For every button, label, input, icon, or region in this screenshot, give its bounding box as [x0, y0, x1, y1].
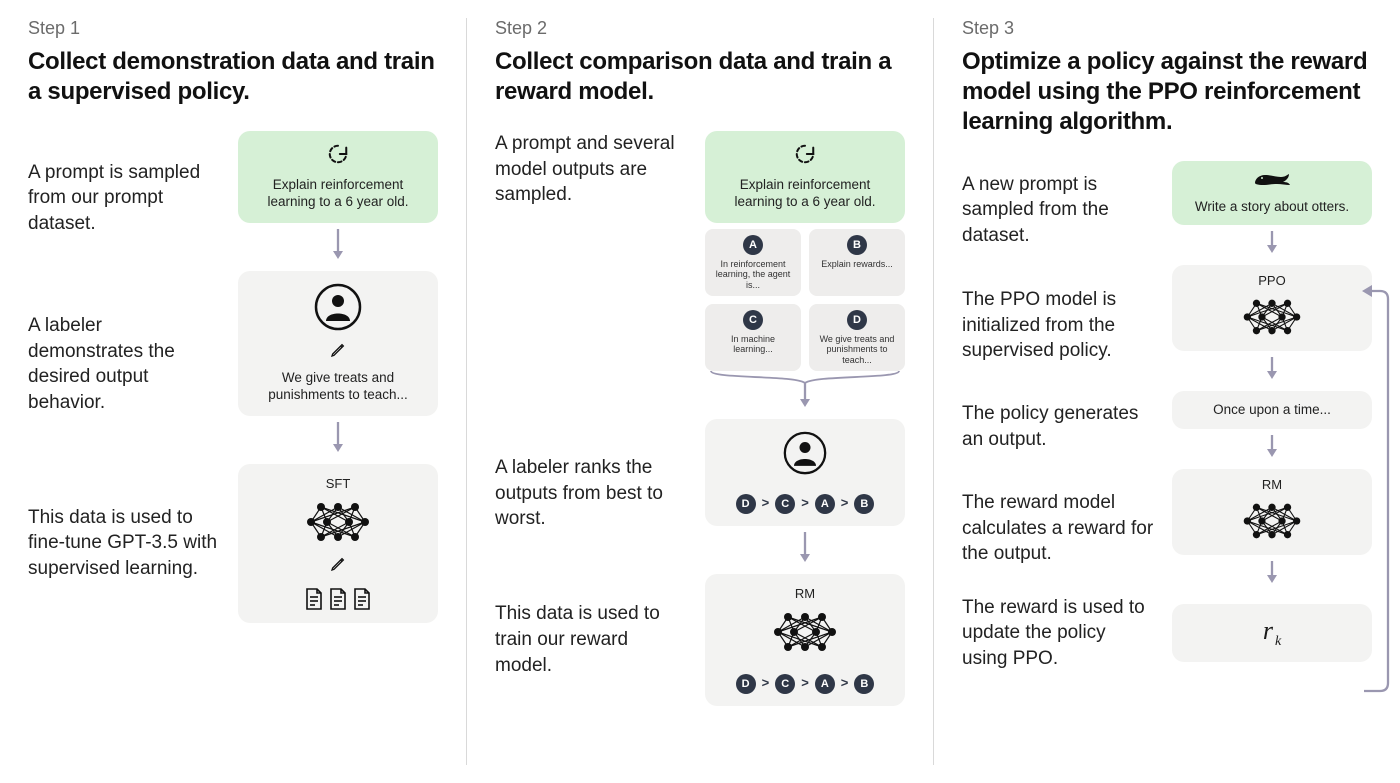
step3-row2: The PPO model is initialized from the su… [962, 265, 1372, 385]
ranking-row: D> C> A> B [736, 494, 875, 514]
rank-badge: C [775, 674, 795, 694]
arrow-down-icon [798, 530, 812, 564]
rank-badge: D [736, 494, 756, 514]
badge-d: D [847, 310, 867, 330]
arrow-down-icon [1265, 355, 1279, 381]
reward-k: k [1275, 634, 1281, 649]
documents-icon [304, 587, 372, 611]
step3-rm-card: RM [1172, 469, 1372, 555]
option-d-text: We give treats and punishments to teach.… [815, 334, 899, 365]
arrow-down-icon [1265, 433, 1279, 459]
step2-row2: A labeler ranks the outputs from best to… [495, 419, 905, 568]
step3-prompt-card: Write a story about otters. [1172, 161, 1372, 225]
option-c: C In machine learning... [705, 304, 801, 371]
arrow-down-icon [331, 420, 345, 454]
option-d: D We give treats and punishments to teac… [809, 304, 905, 371]
neural-net-icon [301, 499, 375, 550]
step3-desc3: The policy generates an output. [962, 401, 1154, 452]
step2-desc3: This data is used to train our reward mo… [495, 601, 687, 678]
step1-sft-card: SFT [238, 464, 438, 623]
step3-row4: The reward model calculates a reward for… [962, 469, 1372, 589]
step3-ppo-card: PPO [1172, 265, 1372, 351]
option-c-text: In machine learning... [711, 334, 795, 355]
step1-row2: A labeler demonstrates the desired outpu… [28, 271, 438, 458]
step1-labeler-card: We give treats and punishments to teach.… [238, 271, 438, 416]
ppo-label: PPO [1258, 273, 1285, 290]
rm-label: RM [1262, 477, 1282, 494]
rank-badge: B [854, 494, 874, 514]
option-b-text: Explain rewards... [821, 259, 893, 269]
rank-badge: A [815, 494, 835, 514]
arrow-down-icon [1265, 229, 1279, 255]
step2-label: Step 2 [495, 18, 905, 39]
badge-a: A [743, 235, 763, 255]
step3-output-card: Once upon a time... [1172, 391, 1372, 429]
step1-row1: A prompt is sampled from our prompt data… [28, 131, 438, 265]
ranking-row: D> C> A> B [736, 674, 875, 694]
person-icon [314, 283, 362, 336]
rank-badge: A [815, 674, 835, 694]
rank-badge: C [775, 494, 795, 514]
step1-prompt-card: Explain reinforcement learning to a 6 ye… [238, 131, 438, 223]
step1-row3: This data is used to fine-tune GPT-3.5 w… [28, 464, 438, 623]
step3-desc5: The reward is used to update the policy … [962, 595, 1154, 672]
step3-reward-card: rk [1172, 604, 1372, 661]
step2-options-grid: A In reinforcement learning, the agent i… [705, 229, 905, 371]
step3-desc4: The reward model calculates a reward for… [962, 490, 1154, 567]
step1-desc2: A labeler demonstrates the desired outpu… [28, 313, 220, 416]
step2-title: Collect comparison data and train a rewa… [495, 47, 905, 107]
otter-icon [1253, 171, 1291, 192]
badge-c: C [743, 310, 763, 330]
person-icon [783, 431, 827, 480]
step2-row1: A prompt and several model outputs are s… [495, 131, 905, 413]
reward-symbol: rk [1263, 614, 1281, 651]
pencil-icon [330, 342, 346, 363]
step1-prompt-text: Explain reinforcement learning to a 6 ye… [252, 176, 424, 211]
step1-column: Step 1 Collect demonstration data and tr… [0, 0, 466, 783]
step1-labeler-output: We give treats and punishments to teach.… [252, 369, 424, 404]
step2-column: Step 2 Collect comparison data and train… [467, 0, 933, 783]
neural-net-icon [768, 609, 842, 660]
option-a: A In reinforcement learning, the agent i… [705, 229, 801, 296]
badge-b: B [847, 235, 867, 255]
step3-title: Optimize a policy against the reward mod… [962, 47, 1372, 137]
sft-label: SFT [326, 476, 351, 493]
step3-row5: The reward is used to update the policy … [962, 595, 1372, 672]
rank-badge: D [736, 674, 756, 694]
neural-net-icon [1238, 296, 1306, 343]
step2-prompt-card: Explain reinforcement learning to a 6 ye… [705, 131, 905, 223]
step2-desc2: A labeler ranks the outputs from best to… [495, 455, 687, 532]
step1-label: Step 1 [28, 18, 438, 39]
rank-badge: B [854, 674, 874, 694]
arrow-down-icon [798, 383, 812, 409]
recycle-icon [794, 143, 816, 170]
step3-column: Step 3 Optimize a policy against the rew… [934, 0, 1400, 783]
step3-desc1: A new prompt is sampled from the dataset… [962, 172, 1154, 249]
pencil-icon [330, 556, 346, 577]
step2-rm-card: RM [705, 574, 905, 706]
step1-desc3: This data is used to fine-tune GPT-3.5 w… [28, 505, 220, 582]
step3-label: Step 3 [962, 18, 1372, 39]
generated-text: Once upon a time... [1213, 401, 1331, 419]
rm-label: RM [795, 586, 815, 603]
step3-row3: The policy generates an output. Once upo… [962, 391, 1372, 463]
option-a-text: In reinforcement learning, the agent is.… [711, 259, 795, 290]
step1-desc1: A prompt is sampled from our prompt data… [28, 160, 220, 237]
step2-desc1: A prompt and several model outputs are s… [495, 131, 687, 208]
step2-prompt-text: Explain reinforcement learning to a 6 ye… [719, 176, 891, 211]
arrow-down-icon [1265, 559, 1279, 585]
step2-row3: This data is used to train our reward mo… [495, 574, 905, 706]
rlhf-diagram: Step 1 Collect demonstration data and tr… [0, 0, 1400, 783]
step3-row1: A new prompt is sampled from the dataset… [962, 161, 1372, 259]
neural-net-icon [1238, 500, 1306, 547]
option-b: B Explain rewards... [809, 229, 905, 296]
step2-labeler-card: D> C> A> B [705, 419, 905, 526]
recycle-icon [327, 143, 349, 170]
arrow-down-icon [331, 227, 345, 261]
step3-desc2: The PPO model is initialized from the su… [962, 287, 1154, 364]
step3-prompt-text: Write a story about otters. [1195, 198, 1349, 216]
step1-title: Collect demonstration data and train a s… [28, 47, 438, 107]
reward-r: r [1263, 616, 1273, 645]
